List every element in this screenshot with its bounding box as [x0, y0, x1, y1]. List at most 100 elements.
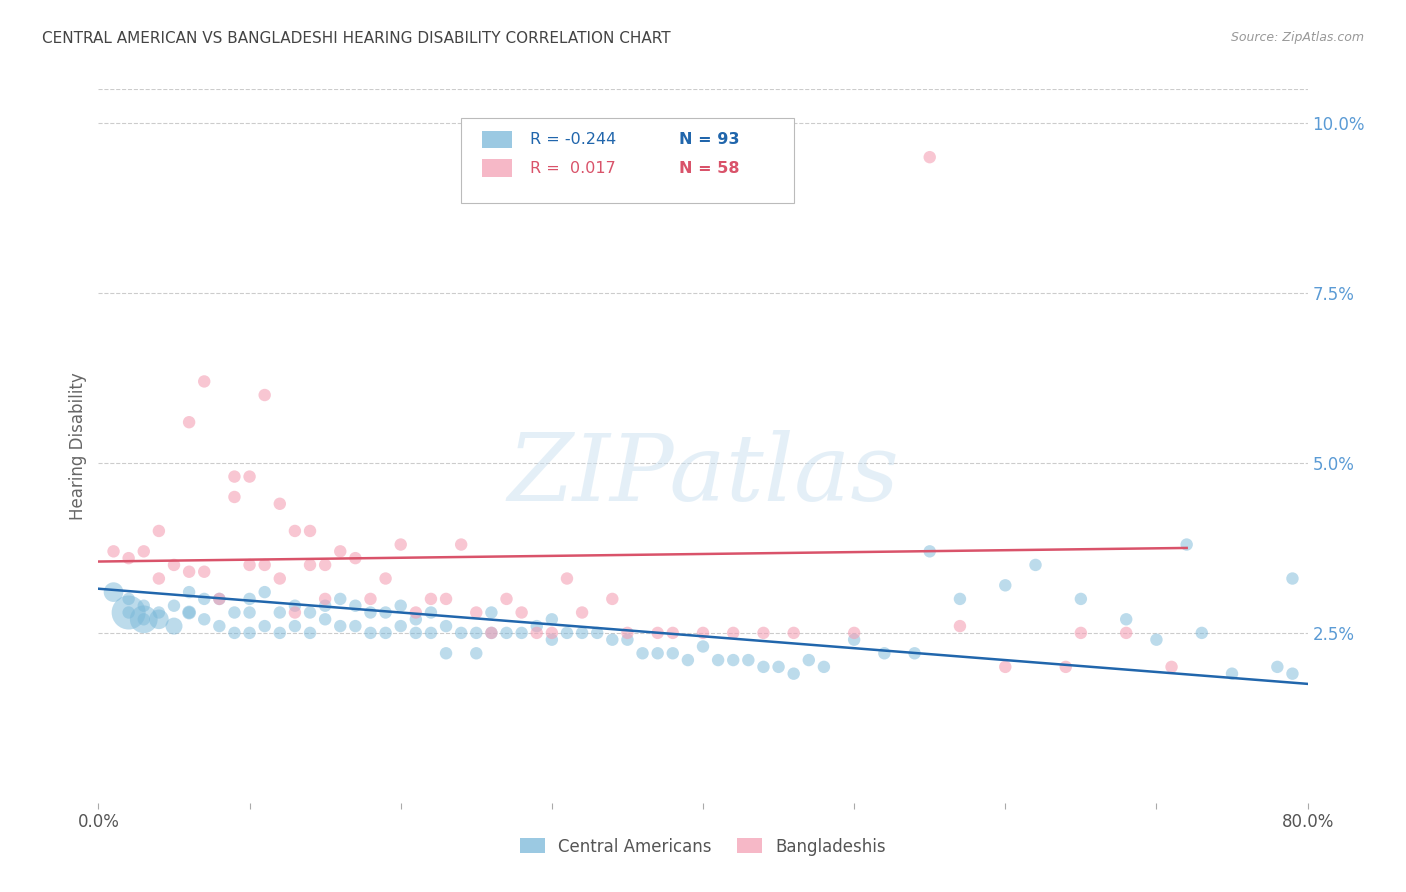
Point — [420, 591, 443, 606]
Point — [239, 626, 262, 640]
Point — [389, 537, 412, 551]
Point — [752, 660, 775, 674]
Point — [1220, 666, 1243, 681]
Point — [389, 599, 412, 613]
Point — [224, 606, 246, 620]
Point — [1024, 558, 1046, 572]
Point — [148, 524, 170, 538]
Text: R = -0.244: R = -0.244 — [530, 132, 616, 147]
Point — [918, 150, 941, 164]
Point — [873, 646, 896, 660]
Point — [1054, 660, 1077, 674]
Legend: Central Americans, Bangladeshis: Central Americans, Bangladeshis — [513, 831, 893, 863]
Point — [616, 632, 638, 647]
Point — [420, 606, 443, 620]
Point — [239, 558, 262, 572]
Point — [676, 653, 699, 667]
Point — [208, 591, 231, 606]
Point — [495, 591, 517, 606]
Point — [299, 524, 322, 538]
FancyBboxPatch shape — [461, 118, 793, 203]
Point — [179, 606, 201, 620]
Point — [1144, 632, 1167, 647]
Point — [844, 632, 866, 647]
Point — [148, 572, 170, 586]
Point — [1070, 591, 1092, 606]
Point — [434, 646, 457, 660]
Point — [481, 626, 503, 640]
Point — [994, 578, 1017, 592]
Point — [314, 558, 336, 572]
Point — [737, 653, 759, 667]
Point — [148, 606, 170, 620]
Text: Source: ZipAtlas.com: Source: ZipAtlas.com — [1230, 31, 1364, 45]
Point — [450, 626, 472, 640]
Point — [949, 619, 972, 633]
Point — [299, 606, 322, 620]
Text: ZIPatlas: ZIPatlas — [508, 430, 898, 519]
Point — [360, 626, 382, 640]
Point — [994, 660, 1017, 674]
Point — [434, 591, 457, 606]
Point — [662, 646, 685, 660]
Point — [495, 626, 517, 640]
Point — [1191, 626, 1213, 640]
Point — [360, 606, 382, 620]
Point — [555, 572, 578, 586]
Point — [269, 626, 291, 640]
Point — [314, 612, 336, 626]
Point — [647, 646, 669, 660]
Point — [1281, 572, 1303, 586]
Point — [540, 632, 562, 647]
Point — [329, 619, 352, 633]
Point — [662, 626, 685, 640]
Point — [1175, 537, 1198, 551]
Point — [193, 375, 215, 389]
Point — [118, 606, 141, 620]
Point — [253, 619, 276, 633]
Point — [118, 551, 141, 566]
Point — [284, 524, 307, 538]
Point — [465, 606, 488, 620]
Point — [253, 388, 276, 402]
Point — [647, 626, 669, 640]
Point — [193, 591, 215, 606]
Point — [450, 537, 472, 551]
Point — [284, 619, 307, 633]
Point — [179, 585, 201, 599]
Point — [1267, 660, 1289, 674]
Point — [374, 626, 396, 640]
Point — [510, 626, 533, 640]
Point — [299, 626, 322, 640]
Text: R =  0.017: R = 0.017 — [530, 161, 616, 176]
Point — [571, 626, 593, 640]
Point — [949, 591, 972, 606]
Point — [239, 606, 262, 620]
Y-axis label: Hearing Disability: Hearing Disability — [69, 372, 87, 520]
Point — [602, 632, 624, 647]
Point — [465, 646, 488, 660]
Point — [269, 497, 291, 511]
Point — [405, 606, 427, 620]
Text: N = 93: N = 93 — [679, 132, 740, 147]
Point — [481, 606, 503, 620]
Point — [118, 591, 141, 606]
Point — [179, 565, 201, 579]
Point — [269, 572, 291, 586]
Point — [299, 558, 322, 572]
Point — [163, 619, 186, 633]
Point — [374, 572, 396, 586]
Point — [314, 591, 336, 606]
Point — [844, 626, 866, 640]
Point — [329, 591, 352, 606]
Point — [904, 646, 927, 660]
Text: CENTRAL AMERICAN VS BANGLADESHI HEARING DISABILITY CORRELATION CHART: CENTRAL AMERICAN VS BANGLADESHI HEARING … — [42, 31, 671, 46]
Point — [1115, 612, 1137, 626]
Point — [344, 551, 367, 566]
Point — [723, 653, 745, 667]
Point — [420, 626, 443, 640]
Point — [193, 612, 215, 626]
Text: N = 58: N = 58 — [679, 161, 740, 176]
Point — [132, 612, 155, 626]
Point — [179, 415, 201, 429]
